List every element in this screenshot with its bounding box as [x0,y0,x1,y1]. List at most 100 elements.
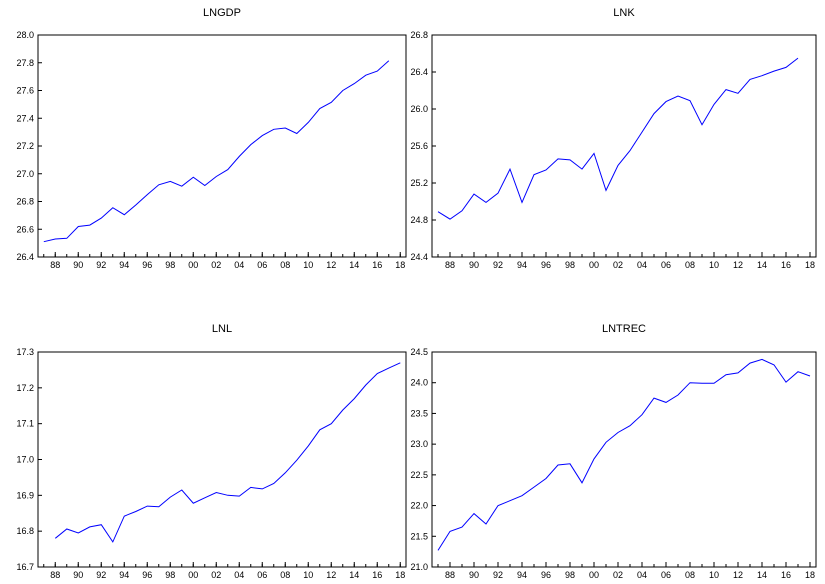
y-tick-label: 27.6 [16,86,34,96]
y-tick-label: 27.4 [16,113,34,123]
x-tick-label: 98 [165,260,175,270]
x-tick-label: 10 [709,260,719,270]
x-tick-label: 10 [303,570,313,580]
y-tick-label: 26.6 [16,224,34,234]
x-tick-label: 94 [517,570,527,580]
plot-frame [431,34,817,258]
x-tick-label: 88 [445,260,455,270]
plot-frame [431,351,817,568]
x-tick-label: 98 [565,570,575,580]
y-tick-label: 21.5 [410,531,428,541]
x-tick-label: 18 [395,260,405,270]
y-tick-label: 24.5 [410,347,428,357]
x-tick-label: 96 [541,570,551,580]
x-tick-label: 96 [142,570,152,580]
x-tick-label: 90 [469,260,479,270]
y-tick-label: 24.8 [410,215,428,225]
series-line-lngdp [43,60,390,243]
x-tick-label: 08 [280,260,290,270]
x-tick-label: 06 [661,260,671,270]
x-tick-label: 98 [565,260,575,270]
y-tick-label: 27.0 [16,169,34,179]
panel-lngdp: LNGDP 26.4 26.6 26.8 27.0 27.2 27.4 27.6 27.8 28.… [16,7,407,270]
chart-title: LNGDP [203,7,241,19]
y-tick-label: 17.1 [16,419,34,429]
x-tick-label: 00 [589,570,599,580]
y-tick-label: 26.8 [16,197,34,207]
x-tick-label: 12 [326,260,336,270]
x-tick-label: 96 [142,260,152,270]
x-tick-label: 08 [280,570,290,580]
series-line-lnk [437,57,799,220]
chart-title: LNL [212,323,232,335]
plot-frame [37,34,407,258]
y-tick-label: 25.6 [410,141,428,151]
x-tick-label: 18 [805,570,815,580]
y-tick-label: 25.2 [410,178,428,188]
y-tick-label: 16.8 [16,526,34,536]
y-tick-label: 23.5 [410,408,428,418]
x-tick-label: 08 [685,260,695,270]
x-tick-label: 04 [234,570,244,580]
x-tick-label: 02 [211,260,221,270]
x-tick-label: 90 [469,570,479,580]
x-tick-label: 04 [234,260,244,270]
x-tick-label: 88 [445,570,455,580]
x-tick-label: 06 [257,570,267,580]
panel-lntrec: LNTREC 21.0 21.5 22.0 22.5 23.0 23.5 24.0 24.5 88… [410,323,817,580]
x-tick-label: 02 [211,570,221,580]
chart-title: LNK [613,7,635,19]
y-tick-label: 24.0 [410,378,428,388]
x-tick-label: 02 [613,260,623,270]
x-tick-label: 18 [805,260,815,270]
x-tick-label: 06 [257,260,267,270]
x-tick-label: 94 [517,260,527,270]
x-tick-label: 96 [541,260,551,270]
y-tick-label: 17.3 [16,347,34,357]
y-tick-label: 26.4 [410,67,428,77]
y-tick-label: 26.4 [16,252,34,262]
x-tick-label: 94 [119,260,129,270]
x-tick-label: 16 [372,260,382,270]
y-tick-label: 26.8 [410,30,428,40]
plot-frame [37,351,407,568]
x-tick-label: 10 [303,260,313,270]
y-tick-label: 27.8 [16,58,34,68]
y-tick-label: 21.0 [410,562,428,572]
x-tick-label: 88 [50,260,60,270]
y-tick-label: 23.0 [410,439,428,449]
panel-lnl: LNL 16.7 16.8 16.9 17.0 17.1 17.2 17.3 88 90 92 94 9… [16,323,407,580]
x-tick-label: 00 [589,260,599,270]
x-tick-label: 00 [188,570,198,580]
y-tick-label: 22.0 [410,501,428,511]
x-tick-label: 06 [661,570,671,580]
series-line-lntrec [437,358,811,551]
y-tick-label: 26.0 [410,104,428,114]
series-line-lnl [54,362,401,543]
x-tick-label: 92 [493,260,503,270]
chart-title: LNTREC [602,323,646,335]
x-tick-label: 18 [395,570,405,580]
x-tick-label: 02 [613,570,623,580]
y-tick-label: 24.4 [410,252,428,262]
y-tick-label: 16.9 [16,490,34,500]
y-tick-label: 27.2 [16,141,34,151]
x-tick-label: 04 [637,260,647,270]
x-tick-label: 14 [757,260,767,270]
x-tick-label: 92 [96,260,106,270]
y-tick-label: 17.0 [16,455,34,465]
x-tick-label: 14 [349,260,359,270]
x-tick-label: 16 [372,570,382,580]
x-tick-label: 10 [709,570,719,580]
x-tick-label: 16 [781,570,791,580]
x-tick-label: 08 [685,570,695,580]
x-tick-label: 12 [326,570,336,580]
x-tick-label: 88 [50,570,60,580]
panel-lnk: LNK 24.4 24.8 25.2 25.6 26.0 26.4 26.8 88 90 92 94 9… [410,7,817,270]
x-tick-label: 94 [119,570,129,580]
x-tick-label: 90 [73,260,83,270]
y-tick-label: 28.0 [16,30,34,40]
x-tick-label: 14 [757,570,767,580]
x-tick-label: 16 [781,260,791,270]
x-tick-label: 92 [96,570,106,580]
